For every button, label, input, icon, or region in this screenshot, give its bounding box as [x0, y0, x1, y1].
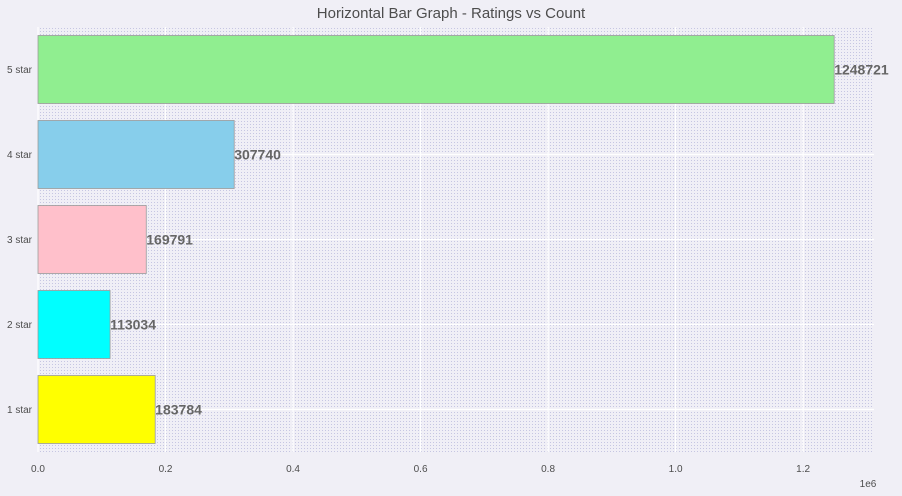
bar-4-star — [37, 120, 235, 189]
x-tick-label: 1.2 — [796, 464, 810, 475]
data-labels: 183784 113034 169791 307740 1248721 — [110, 62, 889, 418]
category-tick-label: 1 star — [7, 405, 33, 416]
bars — [37, 35, 835, 444]
bar-1-star — [37, 375, 156, 444]
category-tick-label: 4 star — [7, 150, 33, 161]
bar-3-star — [37, 205, 147, 274]
bar-value-label: 307740 — [234, 147, 281, 163]
bar-value-label: 183784 — [155, 402, 202, 418]
x-tick-label: 0.0 — [31, 464, 45, 475]
bar-value-label: 169791 — [146, 232, 193, 248]
category-tick-label: 2 star — [7, 320, 33, 331]
x-tick-label: 1.0 — [669, 464, 683, 475]
x-tick-label: 0.4 — [286, 464, 300, 475]
bar-value-label: 113034 — [110, 317, 156, 333]
bar-2-star — [37, 290, 111, 359]
x-offset-label: 1e6 — [860, 479, 877, 490]
x-tick-label: 0.8 — [541, 464, 555, 475]
category-tick-label: 5 star — [7, 65, 33, 76]
bar-5-star — [37, 35, 835, 104]
chart-title: Horizontal Bar Graph - Ratings vs Count — [317, 5, 586, 22]
x-tick-label: 0.6 — [414, 464, 428, 475]
x-tick-labels: 0.0 0.2 0.4 0.6 0.8 1.0 1.2 — [31, 464, 810, 475]
category-tick-label: 3 star — [7, 235, 33, 246]
category-labels: 1 star 2 star 3 star 4 star 5 star — [7, 65, 33, 416]
bar-value-label: 1248721 — [834, 62, 889, 78]
x-tick-label: 0.2 — [159, 464, 173, 475]
